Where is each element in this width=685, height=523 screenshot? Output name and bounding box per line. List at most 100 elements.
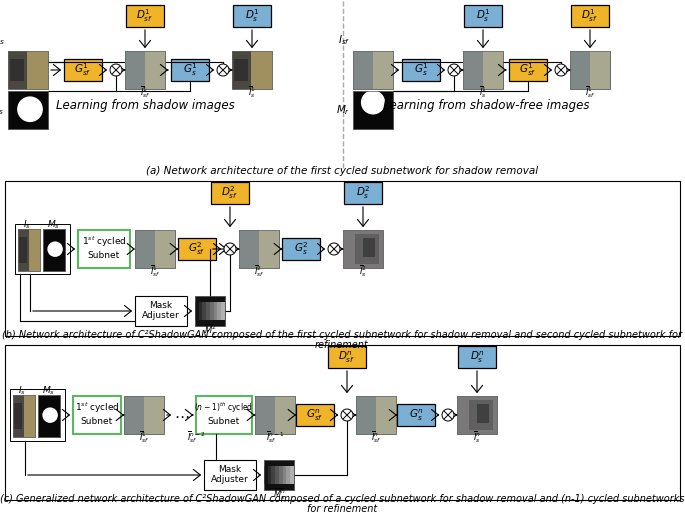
Text: $\cdots$: $\cdots$: [174, 407, 190, 423]
Bar: [264, 460, 294, 490]
Bar: [477, 404, 489, 423]
Bar: [124, 396, 164, 434]
Bar: [264, 466, 268, 484]
Text: $G_{sf}^2$: $G_{sf}^2$: [188, 241, 206, 257]
Text: Learning from shadow images: Learning from shadow images: [55, 98, 234, 111]
Bar: [271, 466, 275, 484]
Text: $M_s$: $M_s$: [47, 219, 60, 231]
Text: $G_{sf}^n$: $G_{sf}^n$: [306, 407, 323, 423]
Bar: [18, 229, 40, 271]
Bar: [178, 238, 216, 260]
Text: $I_{sf}$: $I_{sf}$: [338, 33, 350, 47]
Text: $M_s$: $M_s$: [42, 385, 55, 397]
Bar: [126, 5, 164, 27]
Bar: [214, 302, 218, 320]
Bar: [353, 91, 393, 129]
Text: Adjuster: Adjuster: [211, 475, 249, 484]
Circle shape: [224, 243, 236, 255]
Text: $\overline{I}_{sf}^2$: $\overline{I}_{sf}^2$: [253, 263, 264, 279]
Bar: [355, 234, 379, 264]
Bar: [38, 395, 60, 437]
Bar: [125, 51, 145, 89]
Bar: [264, 460, 294, 490]
Bar: [239, 230, 279, 268]
Circle shape: [43, 408, 57, 422]
Bar: [23, 395, 35, 437]
Text: $1^{st}$ cycled: $1^{st}$ cycled: [82, 235, 127, 249]
Bar: [343, 230, 383, 268]
Bar: [124, 396, 164, 434]
Text: $D_s^n$: $D_s^n$: [469, 349, 484, 365]
Bar: [8, 51, 27, 89]
Bar: [125, 51, 165, 89]
Bar: [15, 224, 70, 274]
Text: $\overline{M}_s^n$: $\overline{M}_s^n$: [273, 486, 286, 502]
Bar: [78, 230, 130, 268]
Circle shape: [448, 64, 460, 76]
Bar: [19, 237, 27, 263]
Bar: [464, 5, 502, 27]
Text: $\overline{I}_s^1$: $\overline{I}_s^1$: [479, 84, 487, 100]
Bar: [353, 51, 373, 89]
Bar: [210, 302, 214, 320]
Text: Learning from shadow-free images: Learning from shadow-free images: [383, 98, 589, 111]
Bar: [145, 51, 165, 89]
Text: $D_{sf}^n$: $D_{sf}^n$: [338, 349, 356, 365]
Text: $G_s^1$: $G_s^1$: [183, 62, 197, 78]
Bar: [251, 51, 272, 89]
Text: $\overline{I}_{sf}^{n-1}$: $\overline{I}_{sf}^{n-1}$: [266, 429, 284, 445]
Bar: [286, 466, 290, 484]
Bar: [255, 396, 295, 434]
Bar: [5, 181, 680, 336]
Bar: [483, 51, 503, 89]
Text: $\overline{I}_{sf}^1$: $\overline{I}_{sf}^1$: [585, 84, 595, 100]
Text: $G_{sf}^1$: $G_{sf}^1$: [75, 62, 92, 78]
Circle shape: [362, 91, 384, 114]
Bar: [195, 296, 225, 326]
Text: $G_{sf}^1$: $G_{sf}^1$: [519, 62, 536, 78]
Text: $I_s$: $I_s$: [0, 33, 5, 47]
Text: $I_s$: $I_s$: [18, 385, 26, 397]
Bar: [221, 302, 225, 320]
Text: (c) Generalized network architecture of C²ShadowGAN composed of a cycled subnetw: (c) Generalized network architecture of …: [0, 494, 684, 504]
Bar: [268, 466, 271, 484]
Text: $G_s^n$: $G_s^n$: [408, 407, 423, 423]
Bar: [239, 230, 279, 268]
Bar: [196, 396, 252, 434]
Text: $\overline{I}_s^2$: $\overline{I}_s^2$: [359, 263, 367, 279]
Text: $\overline{I}_{sf}^{n-2}$: $\overline{I}_{sf}^{n-2}$: [187, 429, 206, 445]
Bar: [255, 396, 295, 434]
Bar: [27, 51, 48, 89]
Circle shape: [18, 97, 42, 121]
Bar: [402, 59, 440, 81]
Text: $\overline{I}_{sf}^1$: $\overline{I}_{sf}^1$: [150, 263, 160, 279]
Bar: [571, 5, 609, 27]
Text: $\overline{I}_{sf}^1$: $\overline{I}_{sf}^1$: [139, 429, 149, 445]
Text: $D_s^2$: $D_s^2$: [356, 185, 371, 201]
Bar: [8, 91, 48, 129]
Bar: [125, 51, 165, 89]
Bar: [356, 396, 376, 434]
Text: Subnet: Subnet: [208, 416, 240, 426]
Text: (a) Network architecture of the first cycled subnetwork for shadow removal: (a) Network architecture of the first cy…: [146, 166, 538, 176]
Bar: [234, 59, 248, 82]
Bar: [195, 296, 225, 326]
Text: $\overline{M}_s^2$: $\overline{M}_s^2$: [203, 322, 216, 338]
Text: Subnet: Subnet: [88, 251, 120, 259]
Bar: [232, 51, 272, 89]
Bar: [171, 59, 209, 81]
Circle shape: [48, 242, 62, 256]
Bar: [356, 396, 396, 434]
Bar: [135, 296, 187, 326]
Bar: [343, 230, 383, 268]
Text: Subnet: Subnet: [81, 416, 113, 426]
Text: $1^{st}$ cycled: $1^{st}$ cycled: [75, 401, 119, 415]
Circle shape: [110, 64, 122, 76]
Text: $D_{sf}^2$: $D_{sf}^2$: [221, 185, 238, 201]
Bar: [570, 51, 610, 89]
Bar: [363, 237, 375, 257]
Bar: [43, 229, 65, 271]
Bar: [8, 51, 48, 89]
Bar: [211, 182, 249, 204]
Bar: [5, 345, 680, 500]
